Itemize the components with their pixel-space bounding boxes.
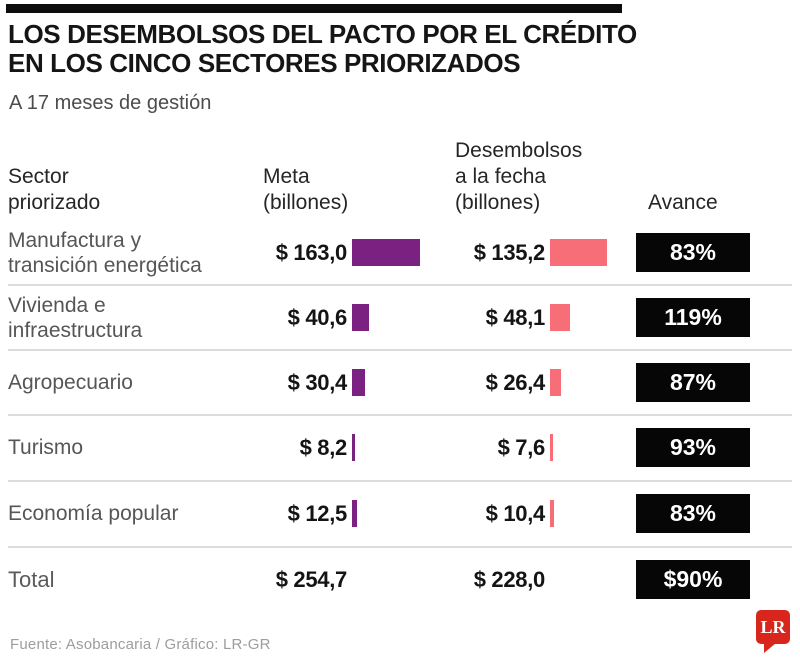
source-credit: Fuente: Asobancaria / Gráfico: LR-GR [10,636,271,653]
avance-badge: 83% [636,233,750,272]
table-row: Vivienda e infraestructura $ 40,6 $ 48,1… [0,285,800,350]
sector-label-line1: Economía popular [8,502,179,525]
column-header-meta: Meta (billones) [263,134,433,216]
avance-badge: 83% [636,494,750,533]
column-header-sector-line2: priorizado [8,191,101,214]
meta-value: $ 8,2 [299,434,348,460]
page-title: LOS DESEMBOLSOS DEL PACTO POR EL CRÉDITO… [8,20,637,78]
desembolsos-value: $ 135,2 [473,239,546,265]
total-label: Total [8,547,268,612]
page-title-line2: EN LOS CINCO SECTORES PRIORIZADOS [8,48,521,78]
row-divider [8,349,792,351]
meta-value: $ 12,5 [287,500,348,526]
meta-value: $ 163,0 [275,239,348,265]
page-subtitle: A 17 meses de gestión [9,92,212,114]
total-avance-badge: $90% [636,560,750,599]
column-header-meta-line1: Meta [263,165,310,188]
sector-label-line2: transición energética [8,253,202,277]
avance-badge: 87% [636,363,750,402]
table-row: Turismo $ 8,2 $ 7,6 93% [0,415,800,480]
desembolsos-bar [550,304,570,331]
sector-label-line1: Vivienda e [8,293,106,317]
desembolsos-value: $ 7,6 [497,434,546,460]
sector-label-line1: Agropecuario [8,371,133,394]
row-divider [8,284,792,286]
lr-logo-box: LR [756,610,790,644]
column-header-desembolsos-line3: (billones) [455,191,541,214]
table-row: Agropecuario $ 30,4 $ 26,4 87% [0,350,800,415]
total-label-text: Total [8,567,55,592]
row-divider [8,414,792,416]
column-header-avance-label: Avance [648,191,718,214]
sector-label: Agropecuario [8,350,268,415]
column-header-sector: Sector priorizado [8,134,258,216]
desembolsos-bar [550,239,607,266]
meta-bar [352,500,357,527]
column-header-desembolsos-line1: Desembolsos [455,139,583,162]
meta-bar [352,369,365,396]
sector-label: Vivienda e infraestructura [8,285,268,350]
table-row: Economía popular $ 12,5 $ 10,4 83% [0,481,800,546]
lr-logo-tail [764,643,776,653]
column-header-desembolsos: Desembolsos a la fecha (billones) [455,134,645,216]
avance-badge: 119% [636,298,750,337]
meta-bar [352,239,420,266]
desembolsos-value: $ 48,1 [485,304,546,330]
desembolsos-value: $ 26,4 [485,369,546,395]
sector-label: Turismo [8,415,268,480]
column-header-desembolsos-line2: a la fecha [455,165,547,188]
column-header-sector-line1: Sector [8,165,69,188]
page-title-line1: LOS DESEMBOLSOS DEL PACTO POR EL CRÉDITO [8,19,637,49]
desembolsos-value: $ 10,4 [485,500,546,526]
row-divider [8,480,792,482]
table-row: Manufactura y transición energética $ 16… [0,220,800,285]
total-row: Total $ 254,7 $ 228,0 $90% [0,547,800,612]
lr-logo: LR [756,610,792,654]
sector-label: Economía popular [8,481,268,546]
top-accent-bar [6,4,622,13]
desembolsos-bar [550,434,553,461]
sector-label-line1: Manufactura y [8,228,142,252]
column-header-avance: Avance [648,134,768,216]
meta-value: $ 40,6 [287,304,348,330]
sector-label-line1: Turismo [8,436,84,459]
row-divider [8,546,792,548]
avance-badge: 93% [636,428,750,467]
meta-bar [352,434,355,461]
meta-value: $ 30,4 [287,369,348,395]
total-desembolsos-value: $ 228,0 [473,566,546,592]
sector-label: Manufactura y transición energética [8,220,268,285]
sector-label-line2: infraestructura [8,318,143,342]
desembolsos-bar [550,369,561,396]
column-header-meta-line2: (billones) [263,191,349,214]
desembolsos-bar [550,500,554,527]
total-meta-value: $ 254,7 [275,566,348,592]
meta-bar [352,304,369,331]
